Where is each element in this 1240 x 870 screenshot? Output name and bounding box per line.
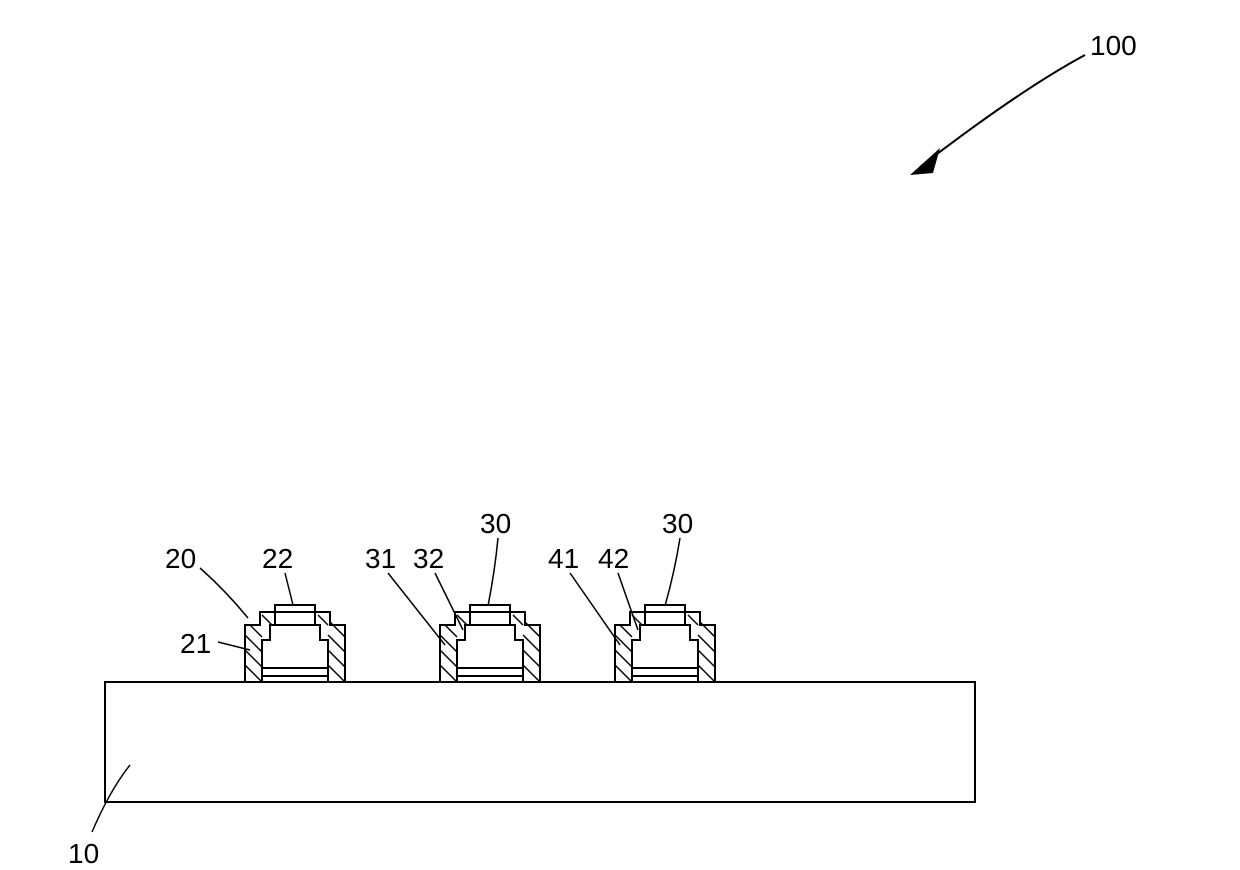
leader-22 — [285, 573, 293, 605]
substrate — [105, 682, 975, 802]
label-30b: 30 — [662, 508, 693, 540]
label-20: 20 — [165, 543, 196, 575]
leader-42 — [618, 573, 638, 630]
leader-10 — [92, 765, 130, 832]
label-21: 21 — [180, 628, 211, 660]
leader-32 — [435, 573, 463, 630]
leader-20 — [200, 568, 248, 618]
label-31: 31 — [365, 543, 396, 575]
leader-30a — [488, 538, 498, 606]
technical-diagram — [0, 0, 1240, 865]
component-1 — [245, 605, 345, 682]
label-30a: 30 — [480, 508, 511, 540]
leader-31 — [388, 573, 445, 645]
label-41: 41 — [548, 543, 579, 575]
label-22: 22 — [262, 543, 293, 575]
leader-41 — [570, 573, 620, 645]
component-3 — [615, 605, 715, 682]
label-32: 32 — [413, 543, 444, 575]
label-10: 10 — [68, 838, 99, 870]
label-100: 100 — [1090, 30, 1137, 62]
component-2 — [440, 605, 540, 682]
label-42: 42 — [598, 543, 629, 575]
leader-30b — [665, 538, 680, 606]
arrow-100 — [910, 55, 1085, 175]
